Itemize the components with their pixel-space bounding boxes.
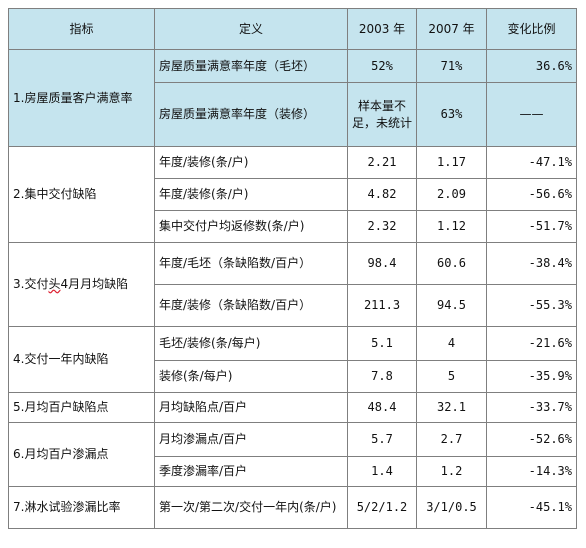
quality-table-container: 指标 定义 2003 年 2007 年 变化比例 1.房屋质量客户满意率 房屋质… xyxy=(8,8,578,540)
definition-cell: 房屋质量满意率年度（毛坯） xyxy=(154,49,348,83)
header-indicator: 指标 xyxy=(8,8,155,50)
value-2003-cell: 1.4 xyxy=(347,456,417,487)
indicator-cell: 2.集中交付缺陷 xyxy=(8,146,155,243)
value-2003-cell: 5/2/1.2 xyxy=(347,486,417,529)
value-2007-cell: 1.17 xyxy=(416,146,487,179)
table-row: 4.交付一年内缺陷 毛坯/装修(条/每户) 5.1 4 -21.6% xyxy=(8,326,577,393)
table-row: 6.月均百户渗漏点 月均渗漏点/百户 5.7 2.7 -52.6% xyxy=(8,422,577,487)
change-cell: —— xyxy=(486,82,577,147)
definition-cell: 年度/装修（条缺陷数/百户） xyxy=(154,284,348,327)
definition-cell: 第一次/第二次/交付一年内(条/户) xyxy=(154,486,348,529)
value-2007-cell: 63% xyxy=(416,82,487,147)
indicator-cell: 7.淋水试验渗漏比率 xyxy=(8,486,155,529)
quality-comparison-table: 指标 定义 2003 年 2007 年 变化比例 1.房屋质量客户满意率 房屋质… xyxy=(8,8,577,529)
table-row: 年度/装修（条缺陷数/百户） 211.3 94.5 -55.3% xyxy=(9,284,577,327)
definition-cell: 年度/装修(条/户) xyxy=(154,146,348,179)
table-row: 3.交付头4月月均缺陷 年度/毛坯（条缺陷数/百户） 98.4 60.6 -38… xyxy=(8,242,577,327)
table-row: 2.集中交付缺陷 年度/装修(条/户) 2.21 1.17 -47.1% xyxy=(8,146,577,243)
value-2003-cell: 样本量不足，未统计 xyxy=(347,82,417,147)
value-2007-cell: 2.7 xyxy=(416,422,487,457)
header-change: 变化比例 xyxy=(486,8,577,50)
header-2007: 2007 年 xyxy=(416,8,487,50)
value-2003-cell: 7.8 xyxy=(347,360,417,393)
table-row: 5.月均百户缺陷点 月均缺陷点/百户 48.4 32.1 -33.7% xyxy=(8,392,577,423)
spellcheck-flagged-text: 头 xyxy=(48,277,61,291)
table-row: 季度渗漏率/百户 1.4 1.2 -14.3% xyxy=(9,456,577,487)
value-2007-cell: 4 xyxy=(416,326,487,361)
value-2007-cell: 1.12 xyxy=(416,210,487,243)
table-row: 1.房屋质量客户满意率 房屋质量满意率年度（毛坯） 52% 71% 36.6% xyxy=(8,49,577,147)
header-2003: 2003 年 xyxy=(347,8,417,50)
indicator-cell: 1.房屋质量客户满意率 xyxy=(8,49,155,147)
value-2003-cell: 98.4 xyxy=(347,242,417,285)
definition-cell: 集中交付户均返修数(条/户) xyxy=(154,210,348,243)
table-row: 7.淋水试验渗漏比率 第一次/第二次/交付一年内(条/户) 5/2/1.2 3/… xyxy=(8,486,577,529)
value-2007-cell: 71% xyxy=(416,49,487,83)
definition-cell: 月均缺陷点/百户 xyxy=(154,392,348,423)
value-2003-cell: 48.4 xyxy=(347,392,417,423)
change-cell: -56.6% xyxy=(486,178,577,211)
value-2003-cell: 2.21 xyxy=(347,146,417,179)
table-row: 装修(条/每户) 7.8 5 -35.9% xyxy=(9,360,577,393)
indicator-cell: 4.交付一年内缺陷 xyxy=(8,326,155,393)
indicator-cell: 3.交付头4月月均缺陷 xyxy=(8,242,155,327)
header-definition: 定义 xyxy=(154,8,348,50)
definition-cell: 月均渗漏点/百户 xyxy=(154,422,348,457)
value-2007-cell: 5 xyxy=(416,360,487,393)
change-cell: -21.6% xyxy=(486,326,577,361)
definition-cell: 季度渗漏率/百户 xyxy=(154,456,348,487)
indicator-prefix: 3.交付 xyxy=(13,277,49,291)
definition-cell: 房屋质量满意率年度（装修） xyxy=(154,82,348,147)
value-2003-cell: 52% xyxy=(347,49,417,83)
table-row: 房屋质量满意率年度（装修） 样本量不足，未统计 63% —— xyxy=(9,82,577,147)
value-2007-cell: 1.2 xyxy=(416,456,487,487)
table-header-row: 指标 定义 2003 年 2007 年 变化比例 xyxy=(8,8,577,50)
indicator-suffix: 4月月均缺陷 xyxy=(60,277,129,291)
value-2007-cell: 3/1/0.5 xyxy=(416,486,487,529)
definition-cell: 装修(条/每户) xyxy=(154,360,348,393)
indicator-cell: 6.月均百户渗漏点 xyxy=(8,422,155,487)
change-cell: -51.7% xyxy=(486,210,577,243)
value-2003-cell: 2.32 xyxy=(347,210,417,243)
definition-cell: 毛坯/装修(条/每户) xyxy=(154,326,348,361)
value-2003-cell: 5.1 xyxy=(347,326,417,361)
value-2007-cell: 94.5 xyxy=(416,284,487,327)
change-cell: -55.3% xyxy=(486,284,577,327)
value-2003-cell: 211.3 xyxy=(347,284,417,327)
change-cell: -45.1% xyxy=(486,486,577,529)
change-cell: -52.6% xyxy=(486,422,577,457)
change-cell: -14.3% xyxy=(486,456,577,487)
definition-cell: 年度/毛坯（条缺陷数/百户） xyxy=(154,242,348,285)
value-2007-cell: 32.1 xyxy=(416,392,487,423)
change-cell: -35.9% xyxy=(486,360,577,393)
definition-cell: 年度/装修(条/户) xyxy=(154,178,348,211)
change-cell: -47.1% xyxy=(486,146,577,179)
value-2003-cell: 5.7 xyxy=(347,422,417,457)
value-2003-cell: 4.82 xyxy=(347,178,417,211)
value-2007-cell: 60.6 xyxy=(416,242,487,285)
indicator-cell: 5.月均百户缺陷点 xyxy=(8,392,155,423)
value-2007-cell: 2.09 xyxy=(416,178,487,211)
change-cell: -33.7% xyxy=(486,392,577,423)
change-cell: -38.4% xyxy=(486,242,577,285)
change-cell: 36.6% xyxy=(486,49,577,83)
